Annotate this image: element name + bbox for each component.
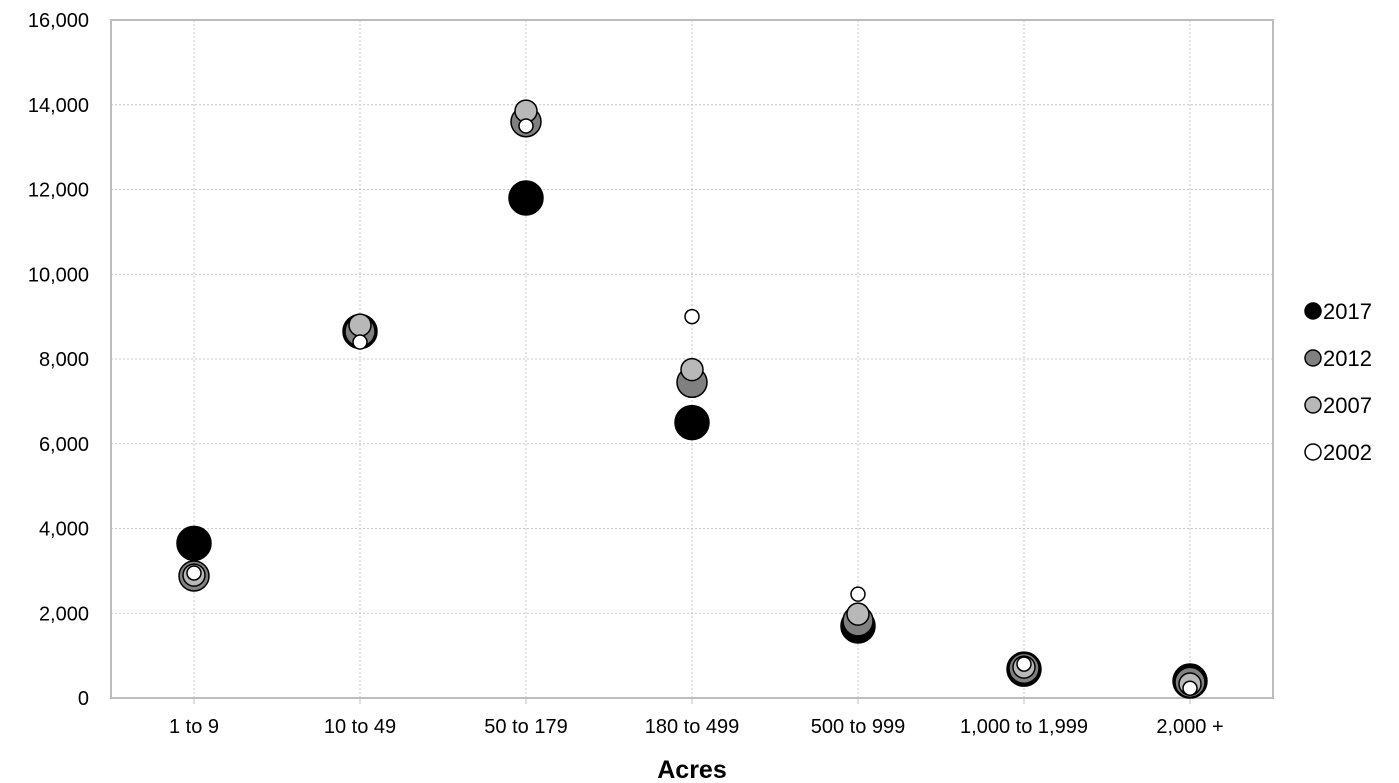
- point-2002-2: [518, 118, 534, 134]
- point-2002-6: [1182, 680, 1198, 697]
- legend-marker-2007: [1304, 396, 1322, 414]
- y-tick-label: 4,000: [39, 519, 89, 541]
- point-2002-3: [684, 308, 700, 325]
- point-2017-0: [176, 525, 212, 562]
- x-axis: 1 to 9 10 to 49 50 to 179 180 to 499 500 to …: [169, 698, 1224, 738]
- x-tick-label: 50 to 179: [484, 716, 567, 738]
- y-tick-label: 2,000: [39, 603, 89, 625]
- point-2002-0: [186, 565, 202, 581]
- legend-marker-2002: [1304, 443, 1322, 461]
- legend-label-2012: 2012: [1323, 346, 1372, 371]
- x-tick-label: 10 to 49: [324, 716, 396, 738]
- y-tick-label: 10,000: [28, 264, 89, 286]
- legend-marker-2017: [1304, 302, 1322, 320]
- y-axis: 0 2,000 4,000 6,000 8,000 10,000 12,000 14,000 1…: [28, 10, 89, 710]
- point-2007-1: [348, 313, 372, 337]
- gridlines: [111, 20, 1273, 698]
- y-tick-label: 0: [78, 688, 89, 710]
- y-tick-label: 8,000: [39, 349, 89, 371]
- x-tick-label: 2,000 +: [1156, 716, 1223, 738]
- legend-label-2002: 2002: [1323, 440, 1372, 465]
- data-points: [176, 99, 1208, 699]
- y-tick-label: 16,000: [28, 10, 89, 32]
- x-tick-label: 180 to 499: [645, 716, 740, 738]
- point-2002-4: [850, 586, 866, 602]
- y-tick-label: 6,000: [39, 434, 89, 456]
- legend-marker-2012: [1304, 349, 1322, 367]
- y-tick-label: 14,000: [28, 95, 89, 117]
- legend-label-2017: 2017: [1323, 299, 1372, 324]
- legend: 2017 2012 2007 2002: [1304, 299, 1372, 465]
- point-2017-3: [674, 404, 710, 441]
- x-tick-label: 1,000 to 1,999: [960, 716, 1088, 738]
- point-2007-4: [846, 602, 870, 626]
- x-tick-label: 500 to 999: [811, 716, 906, 738]
- legend-label-2007: 2007: [1323, 393, 1372, 418]
- x-tick-label: 1 to 9: [169, 716, 219, 738]
- x-axis-title: Acres: [657, 756, 727, 783]
- point-2007-3: [680, 357, 704, 382]
- point-2017-2: [508, 180, 544, 216]
- y-tick-label: 12,000: [28, 180, 89, 202]
- point-2002-5: [1016, 656, 1032, 672]
- point-2002-1: [352, 334, 368, 350]
